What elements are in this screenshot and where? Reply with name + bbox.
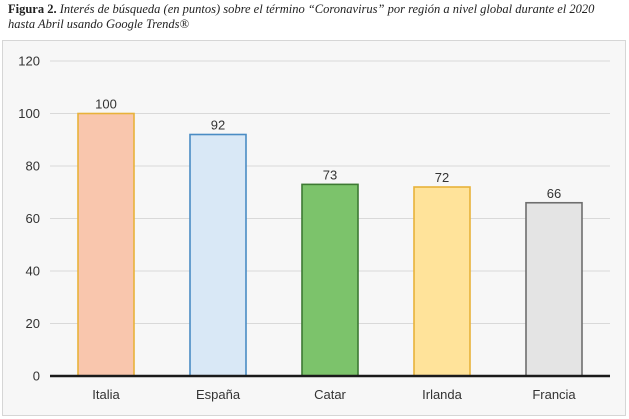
- y-tick-label: 100: [18, 106, 40, 121]
- y-tick-label: 20: [26, 316, 40, 331]
- bar: [77, 112, 135, 377]
- x-tick-label: Catar: [314, 387, 346, 402]
- x-axis-ticks: Italia España Catar Irlanda Francia: [92, 387, 576, 402]
- figure-caption-text: Interés de búsqueda (en puntos) sobre el…: [8, 2, 595, 31]
- data-label: 72: [435, 170, 449, 185]
- data-labels: 100 92 73 72 66: [95, 97, 561, 201]
- data-label: 92: [211, 118, 225, 133]
- y-tick-label: 120: [18, 54, 40, 69]
- data-label: 66: [547, 186, 561, 201]
- figure-caption: Figura 2. Interés de búsqueda (en puntos…: [8, 2, 608, 32]
- x-tick-label: España: [196, 387, 241, 402]
- y-tick-label: 80: [26, 159, 40, 174]
- x-tick-label: Francia: [532, 387, 576, 402]
- bar: [413, 186, 471, 377]
- y-tick-label: 0: [33, 369, 40, 384]
- x-tick-label: Italia: [92, 387, 120, 402]
- bar: [301, 183, 359, 377]
- data-label: 73: [323, 167, 337, 182]
- bar: [525, 201, 583, 377]
- y-tick-label: 40: [26, 264, 40, 279]
- bars: [77, 112, 583, 377]
- y-axis-ticks: 0 20 40 60 80 100 120: [18, 54, 40, 384]
- x-tick-label: Irlanda: [422, 387, 463, 402]
- bar: [189, 133, 247, 377]
- y-tick-label: 60: [26, 211, 40, 226]
- data-label: 100: [95, 97, 117, 112]
- figure-label: Figura 2.: [8, 2, 57, 16]
